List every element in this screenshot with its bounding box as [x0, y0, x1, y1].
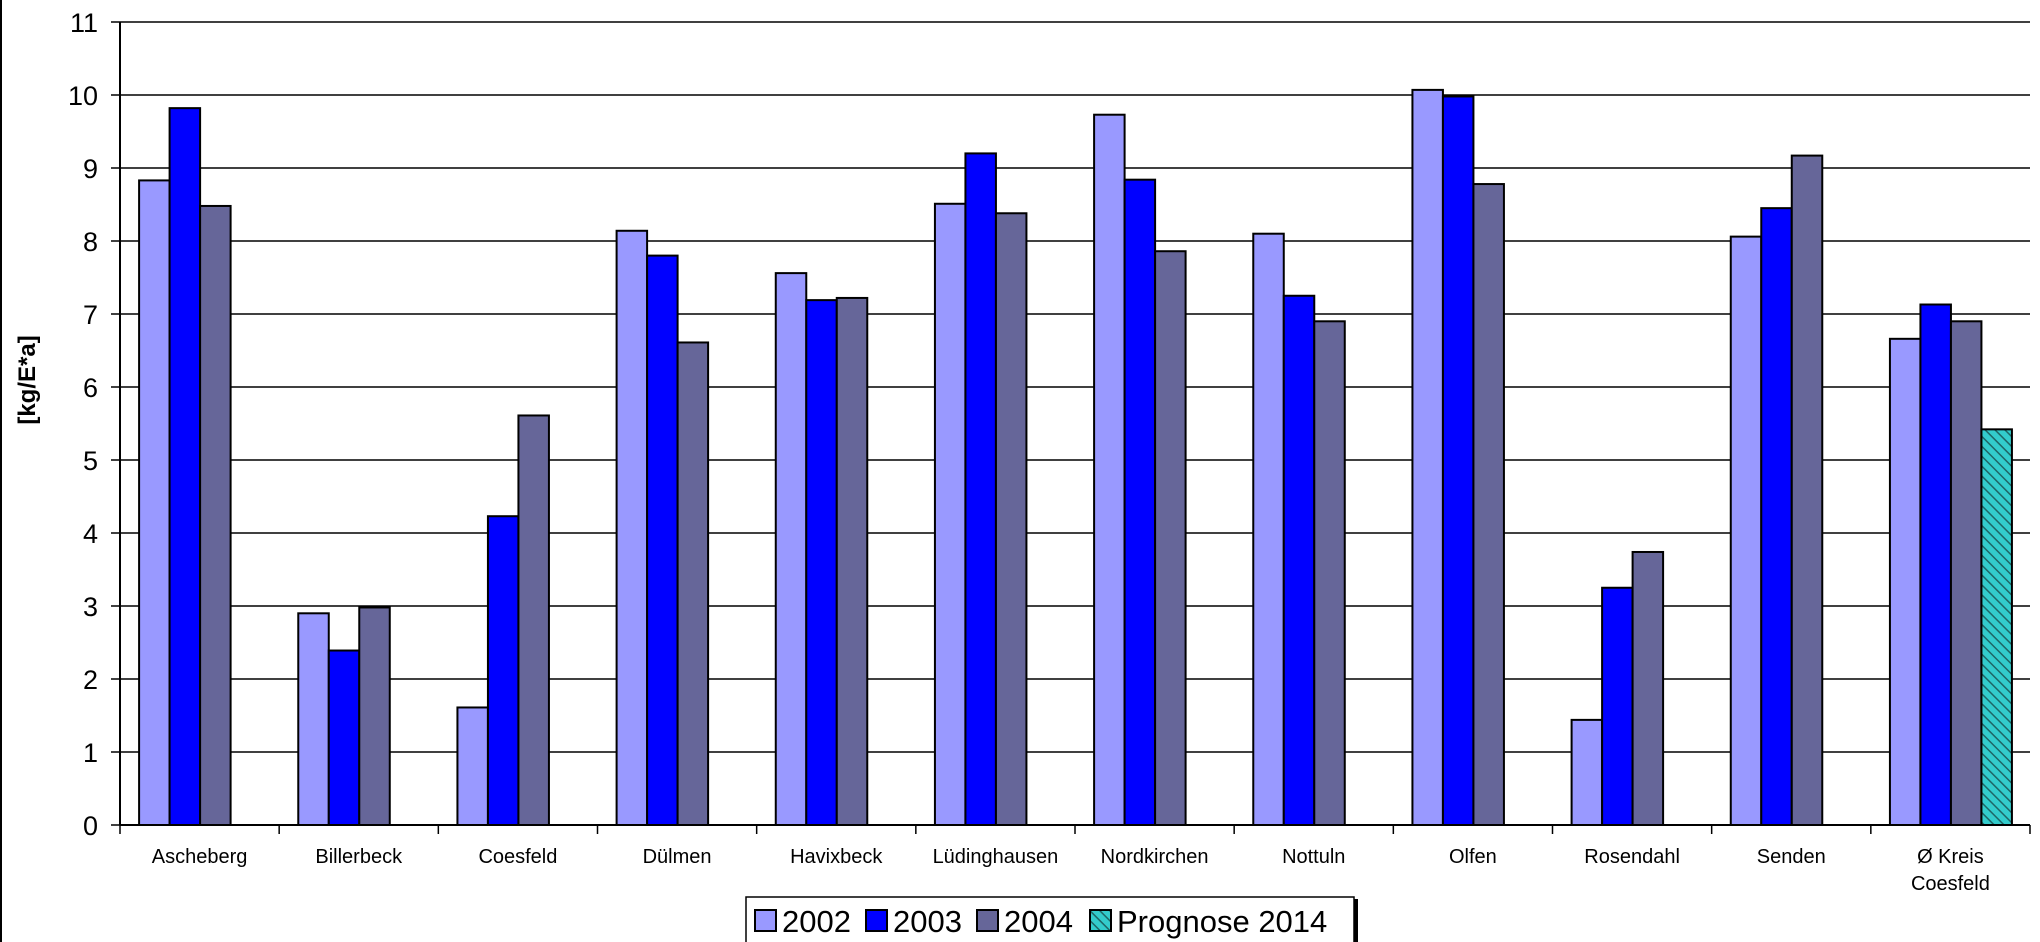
- x-tick-label: Nottuln: [1282, 846, 1345, 868]
- legend-box: [745, 896, 1355, 942]
- gridlines: [120, 21, 2030, 826]
- y-tick-label: 4: [83, 519, 98, 549]
- bar-2002: [1252, 232, 1285, 826]
- bar-2004: [1313, 320, 1346, 826]
- bar-2002: [456, 706, 489, 826]
- bar-2003: [1282, 294, 1316, 826]
- y-tick-label: 2: [83, 665, 98, 695]
- bar-2004: [835, 296, 869, 826]
- axes: [119, 22, 2031, 834]
- bar-2003: [1123, 178, 1157, 826]
- bar-2003: [964, 152, 997, 826]
- bar-2004: [517, 414, 550, 826]
- bar-2003: [486, 515, 520, 827]
- bar-2004: [994, 212, 1028, 826]
- legend-label: Prognose 2014: [1117, 904, 1327, 939]
- bar-2003: [1760, 207, 1793, 826]
- category-labels: Ascheberg Billerbeck Coesfeld Dülmen Havixbe…: [152, 846, 1990, 895]
- y-tick-label: 9: [83, 154, 98, 184]
- bar-2002: [138, 179, 171, 827]
- y-tick-label: 0: [83, 811, 98, 841]
- bar-2002: [297, 612, 330, 826]
- y-axis-ticks: 0 1 2 3 4 5 6 7 8 9 10 11: [68, 8, 120, 841]
- legend-label: 2003: [893, 904, 962, 939]
- y-axis-label: [kg/E*a]: [14, 335, 41, 424]
- x-tick-label: Coesfeld: [478, 846, 557, 868]
- y-tick-label: 5: [83, 446, 98, 476]
- x-tick-label: Rosendahl: [1584, 846, 1680, 868]
- bar-2003: [646, 254, 679, 827]
- bar-2002: [774, 272, 808, 826]
- bar-2004: [1154, 250, 1187, 827]
- bar-2003: [1441, 95, 1475, 826]
- bars: [138, 88, 2013, 827]
- x-tick-label: Ø Kreis: [1917, 846, 1984, 868]
- y-tick-label: 7: [83, 300, 98, 330]
- x-tick-label: Nordkirchen: [1101, 846, 1209, 868]
- y-tick-label: 3: [83, 592, 98, 622]
- legend-swatch-2003: [865, 909, 888, 932]
- x-tick-label: Coesfeld: [1911, 873, 1990, 895]
- x-tick-label: Senden: [1757, 846, 1826, 868]
- bar-2004: [676, 341, 710, 826]
- legend-swatch-prognose-2014: [1089, 909, 1112, 932]
- x-tick-label: Lüdinghausen: [933, 846, 1059, 868]
- bar-2004: [1472, 183, 1505, 826]
- bar-2003: [805, 299, 838, 826]
- legend-swatch-2004: [976, 909, 999, 932]
- bar-prognose-2014: [1980, 428, 2013, 826]
- legend-label: 2004: [1004, 904, 1073, 939]
- bar-2002: [615, 229, 649, 826]
- bar-2003: [1601, 586, 1634, 826]
- bar-2002: [933, 202, 967, 826]
- bar-2003: [1919, 303, 1952, 826]
- bar-2002: [1093, 113, 1126, 826]
- legend-label: 2002: [782, 904, 851, 939]
- bar-2003: [168, 107, 202, 826]
- bar-2002: [1570, 718, 1604, 827]
- x-tick-label: Olfen: [1449, 846, 1497, 868]
- legend-swatch-2002: [754, 909, 777, 932]
- bar-2002: [1729, 235, 1763, 826]
- bar-2004: [1790, 154, 1824, 826]
- bar-2002: [1888, 337, 1922, 826]
- bar-2004: [1949, 320, 1983, 826]
- bar-2003: [327, 649, 361, 827]
- legend: 2002 2003 2004 Prognose 2014: [745, 896, 1358, 942]
- y-tick-label: 11: [70, 8, 98, 38]
- x-tick-label: Billerbeck: [315, 846, 403, 868]
- bar-2004: [358, 606, 391, 827]
- y-tick-label: 6: [83, 373, 98, 403]
- bar-2004: [1631, 550, 1665, 826]
- bar-2002: [1411, 88, 1444, 826]
- y-tick-label: 1: [83, 738, 98, 768]
- x-tick-label: Dülmen: [643, 846, 712, 868]
- x-tick-label: Havixbeck: [790, 846, 883, 868]
- bar-2004: [199, 204, 232, 826]
- y-tick-label: 8: [83, 227, 98, 257]
- x-tick-label: Ascheberg: [152, 846, 248, 868]
- y-tick-label: 10: [68, 81, 98, 111]
